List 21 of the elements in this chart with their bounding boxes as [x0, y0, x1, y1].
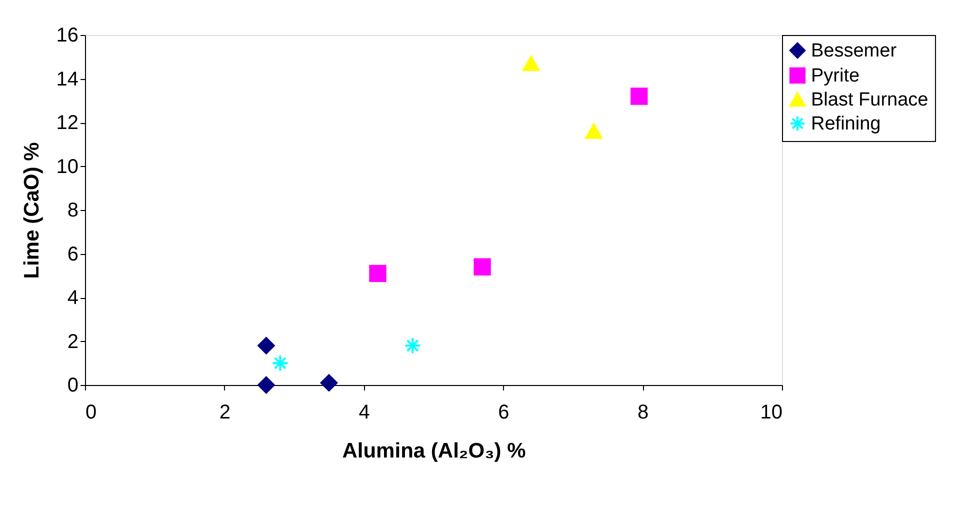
y-axis-title: Lime (CaO) % [20, 142, 44, 279]
x-tick-label: 2 [219, 402, 230, 424]
x-tick-label: 10 [760, 402, 782, 424]
y-tick-label: 14 [56, 68, 78, 90]
legend-label: Refining [811, 114, 881, 134]
x-tick-label: 8 [638, 402, 649, 424]
x-tick-label: 0 [86, 402, 97, 424]
legend-label: Blast Furnace [811, 90, 928, 110]
y-tick-label: 4 [67, 287, 78, 309]
y-tick-label: 12 [56, 112, 78, 134]
legend-label: Bessemer [811, 40, 898, 62]
y-tick-label: 16 [56, 24, 78, 46]
y-tick-label: 8 [67, 200, 78, 222]
x-tick-label: 6 [498, 402, 510, 424]
y-tick-label: 2 [67, 330, 78, 353]
y-tick-label: 6 [67, 243, 78, 266]
x-tick-label: 4 [358, 402, 370, 424]
y-tick-label: 0 [67, 374, 78, 396]
legend-label: Pyrite [811, 66, 860, 86]
x-axis-title: Alumina (Al₂O₃) % [342, 440, 526, 462]
y-tick-label: 10 [56, 156, 78, 178]
